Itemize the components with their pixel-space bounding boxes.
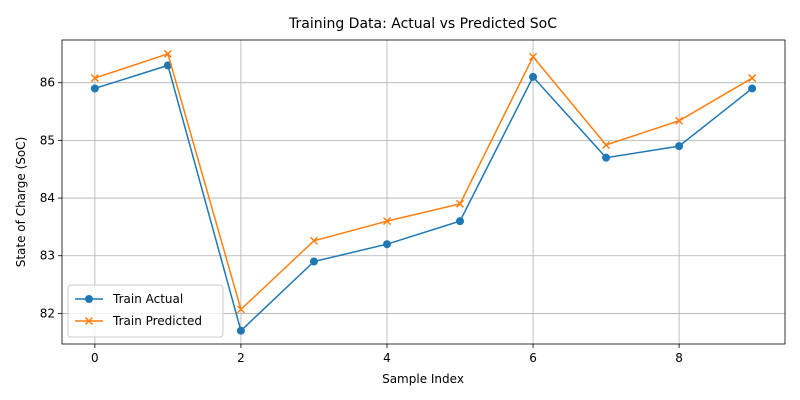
legend-box [67,284,224,338]
data-point [602,153,611,162]
data-point [90,84,99,93]
series-line [94,64,753,333]
x-tick-label: 6 [529,351,537,365]
x-axis-label: Sample Index [382,372,464,386]
chart-title: Training Data: Actual vs Predicted SoC [288,16,557,32]
series-line [94,52,753,311]
data-point [748,84,757,93]
x-tick-label: 8 [675,351,683,365]
legend-marker-actual [85,295,93,303]
legend-marker-predicted [84,316,94,326]
x-tick-label: 0 [91,351,99,365]
x-tick-label: 4 [383,351,391,365]
data-point [90,74,99,83]
data-point [163,49,172,58]
data-point [236,305,245,314]
y-tick-label: 82 [40,306,55,320]
data-point [602,140,611,150]
data-point [382,217,392,226]
legend-label-predicted: Train Predicted [112,314,202,328]
data-point [675,116,684,125]
ticks: 0 2 4 6 8 82 83 84 85 86 [40,76,683,365]
y-axis-label: State of Charge (SoC) [14,137,28,268]
series-train-predicted [90,49,757,314]
data-point [529,52,538,61]
y-tick-label: 84 [40,191,55,205]
x-tick-label: 2 [237,351,245,365]
legend-label-actual: Train Actual [112,292,183,306]
data-point [309,236,318,245]
series-layer [90,49,757,335]
y-tick-label: 86 [40,76,55,90]
data-point [675,142,684,151]
data-point [382,240,391,249]
data-point [748,74,757,83]
legend: Train Actual Train Predicted [67,284,224,338]
data-point [309,257,318,266]
y-tick-label: 85 [40,133,55,147]
y-tick-label: 83 [40,249,55,263]
plot-frame [61,39,786,345]
data-point [456,217,465,226]
data-point [236,326,245,335]
data-point [455,199,465,208]
data-point [529,72,538,81]
